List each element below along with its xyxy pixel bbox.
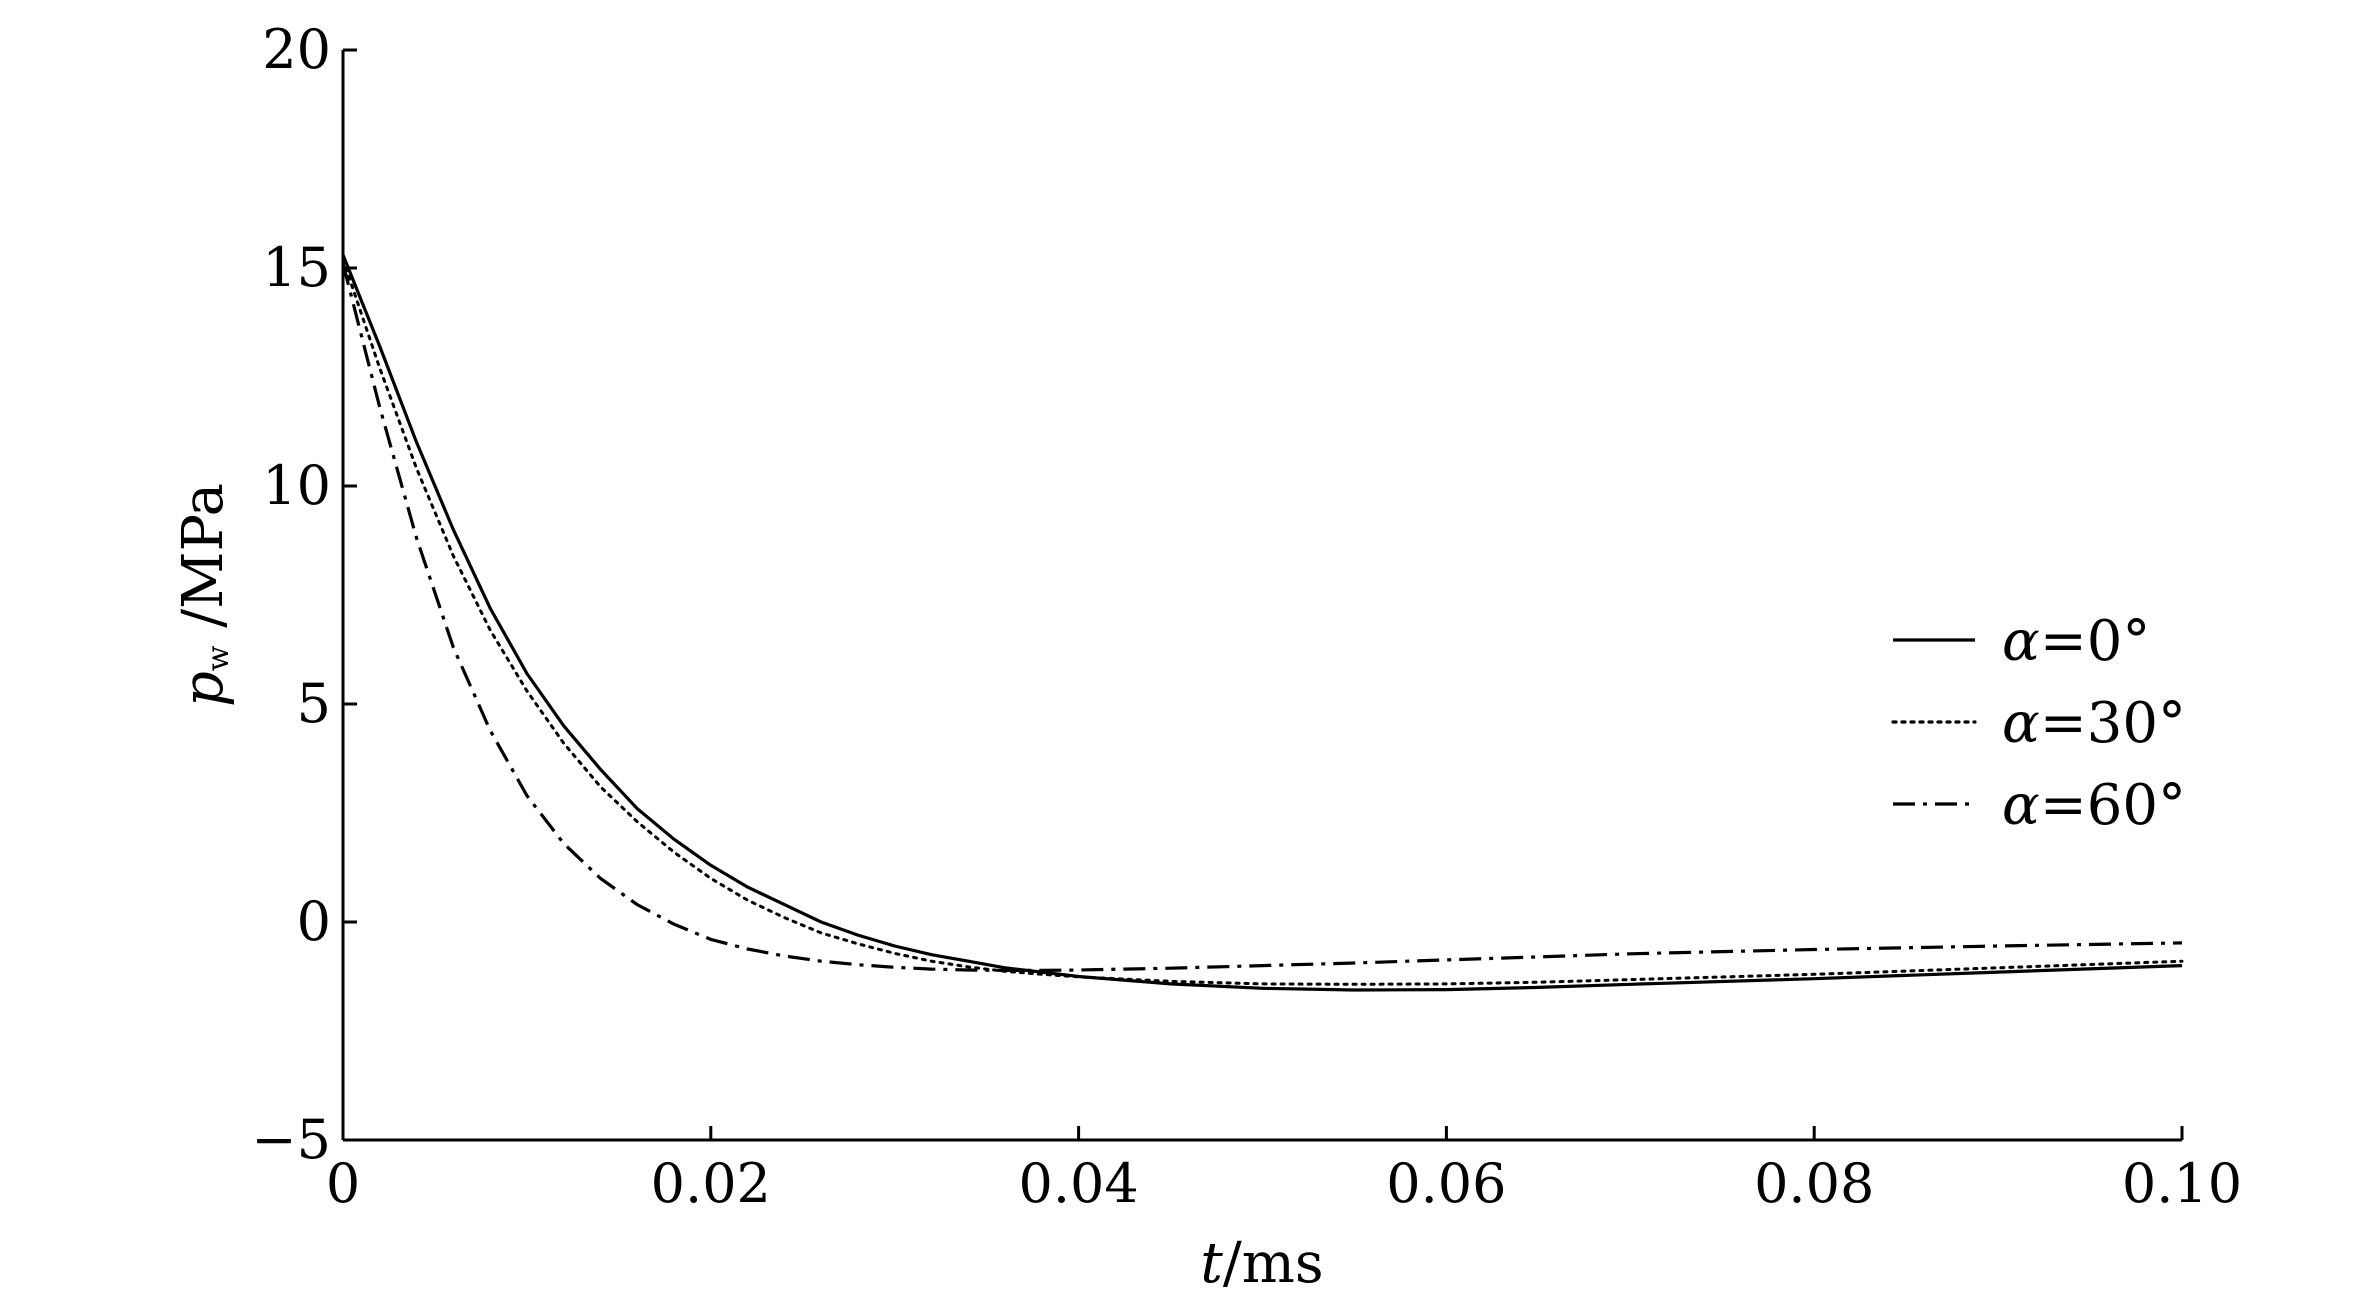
y-axis-subscript: w (201, 645, 236, 671)
legend-symbol: α (2002, 609, 2040, 674)
series-line-0 (341, 254, 2183, 992)
legend-value: =30° (2040, 691, 2186, 756)
x-tick-label: 0.08 (1754, 1152, 1874, 1215)
y-ticks: −5 0 5 10 15 20 (251, 18, 357, 1171)
legend-label-0: α=0° (2002, 609, 2150, 674)
y-tick-label: 0 (297, 890, 331, 953)
x-tick-label: 0.04 (1018, 1152, 1138, 1215)
y-axis-unit: /MPa (171, 483, 236, 646)
legend-label-1: α=30° (2002, 691, 2186, 756)
y-tick-label: 20 (262, 18, 331, 81)
legend-value: =60° (2040, 773, 2186, 838)
y-tick-label: −5 (251, 1108, 331, 1171)
y-tick-label: 15 (262, 236, 331, 299)
legend: α=0°α=30°α=60° (1891, 609, 2186, 838)
legend-symbol: α (2002, 691, 2040, 756)
x-tick-label: 0.06 (1386, 1152, 1506, 1215)
y-tick-label: 10 (262, 454, 331, 517)
legend-label-2: α=60° (2002, 773, 2186, 838)
x-tick-label: 0.10 (2122, 1152, 2242, 1215)
y-tick-label: 5 (297, 672, 331, 735)
axes (341, 50, 2182, 1142)
x-tick-label: 0.02 (651, 1152, 771, 1215)
y-axis-symbol: p (171, 671, 236, 707)
series-line-2 (341, 263, 2183, 973)
series-line-1 (341, 257, 2184, 986)
x-axis-symbol: t (1200, 1231, 1223, 1296)
x-axis-label: t/ms (1200, 1231, 1323, 1296)
x-tick-label: 0 (326, 1152, 360, 1215)
series-group (341, 254, 2184, 992)
x-ticks: 0 0.02 0.04 0.06 0.08 0.10 (326, 1126, 2242, 1215)
y-axis-label: pw /MPa (171, 483, 236, 707)
legend-symbol: α (2002, 773, 2040, 838)
x-axis-unit: /ms (1223, 1231, 1324, 1296)
legend-value: =0° (2040, 609, 2151, 674)
